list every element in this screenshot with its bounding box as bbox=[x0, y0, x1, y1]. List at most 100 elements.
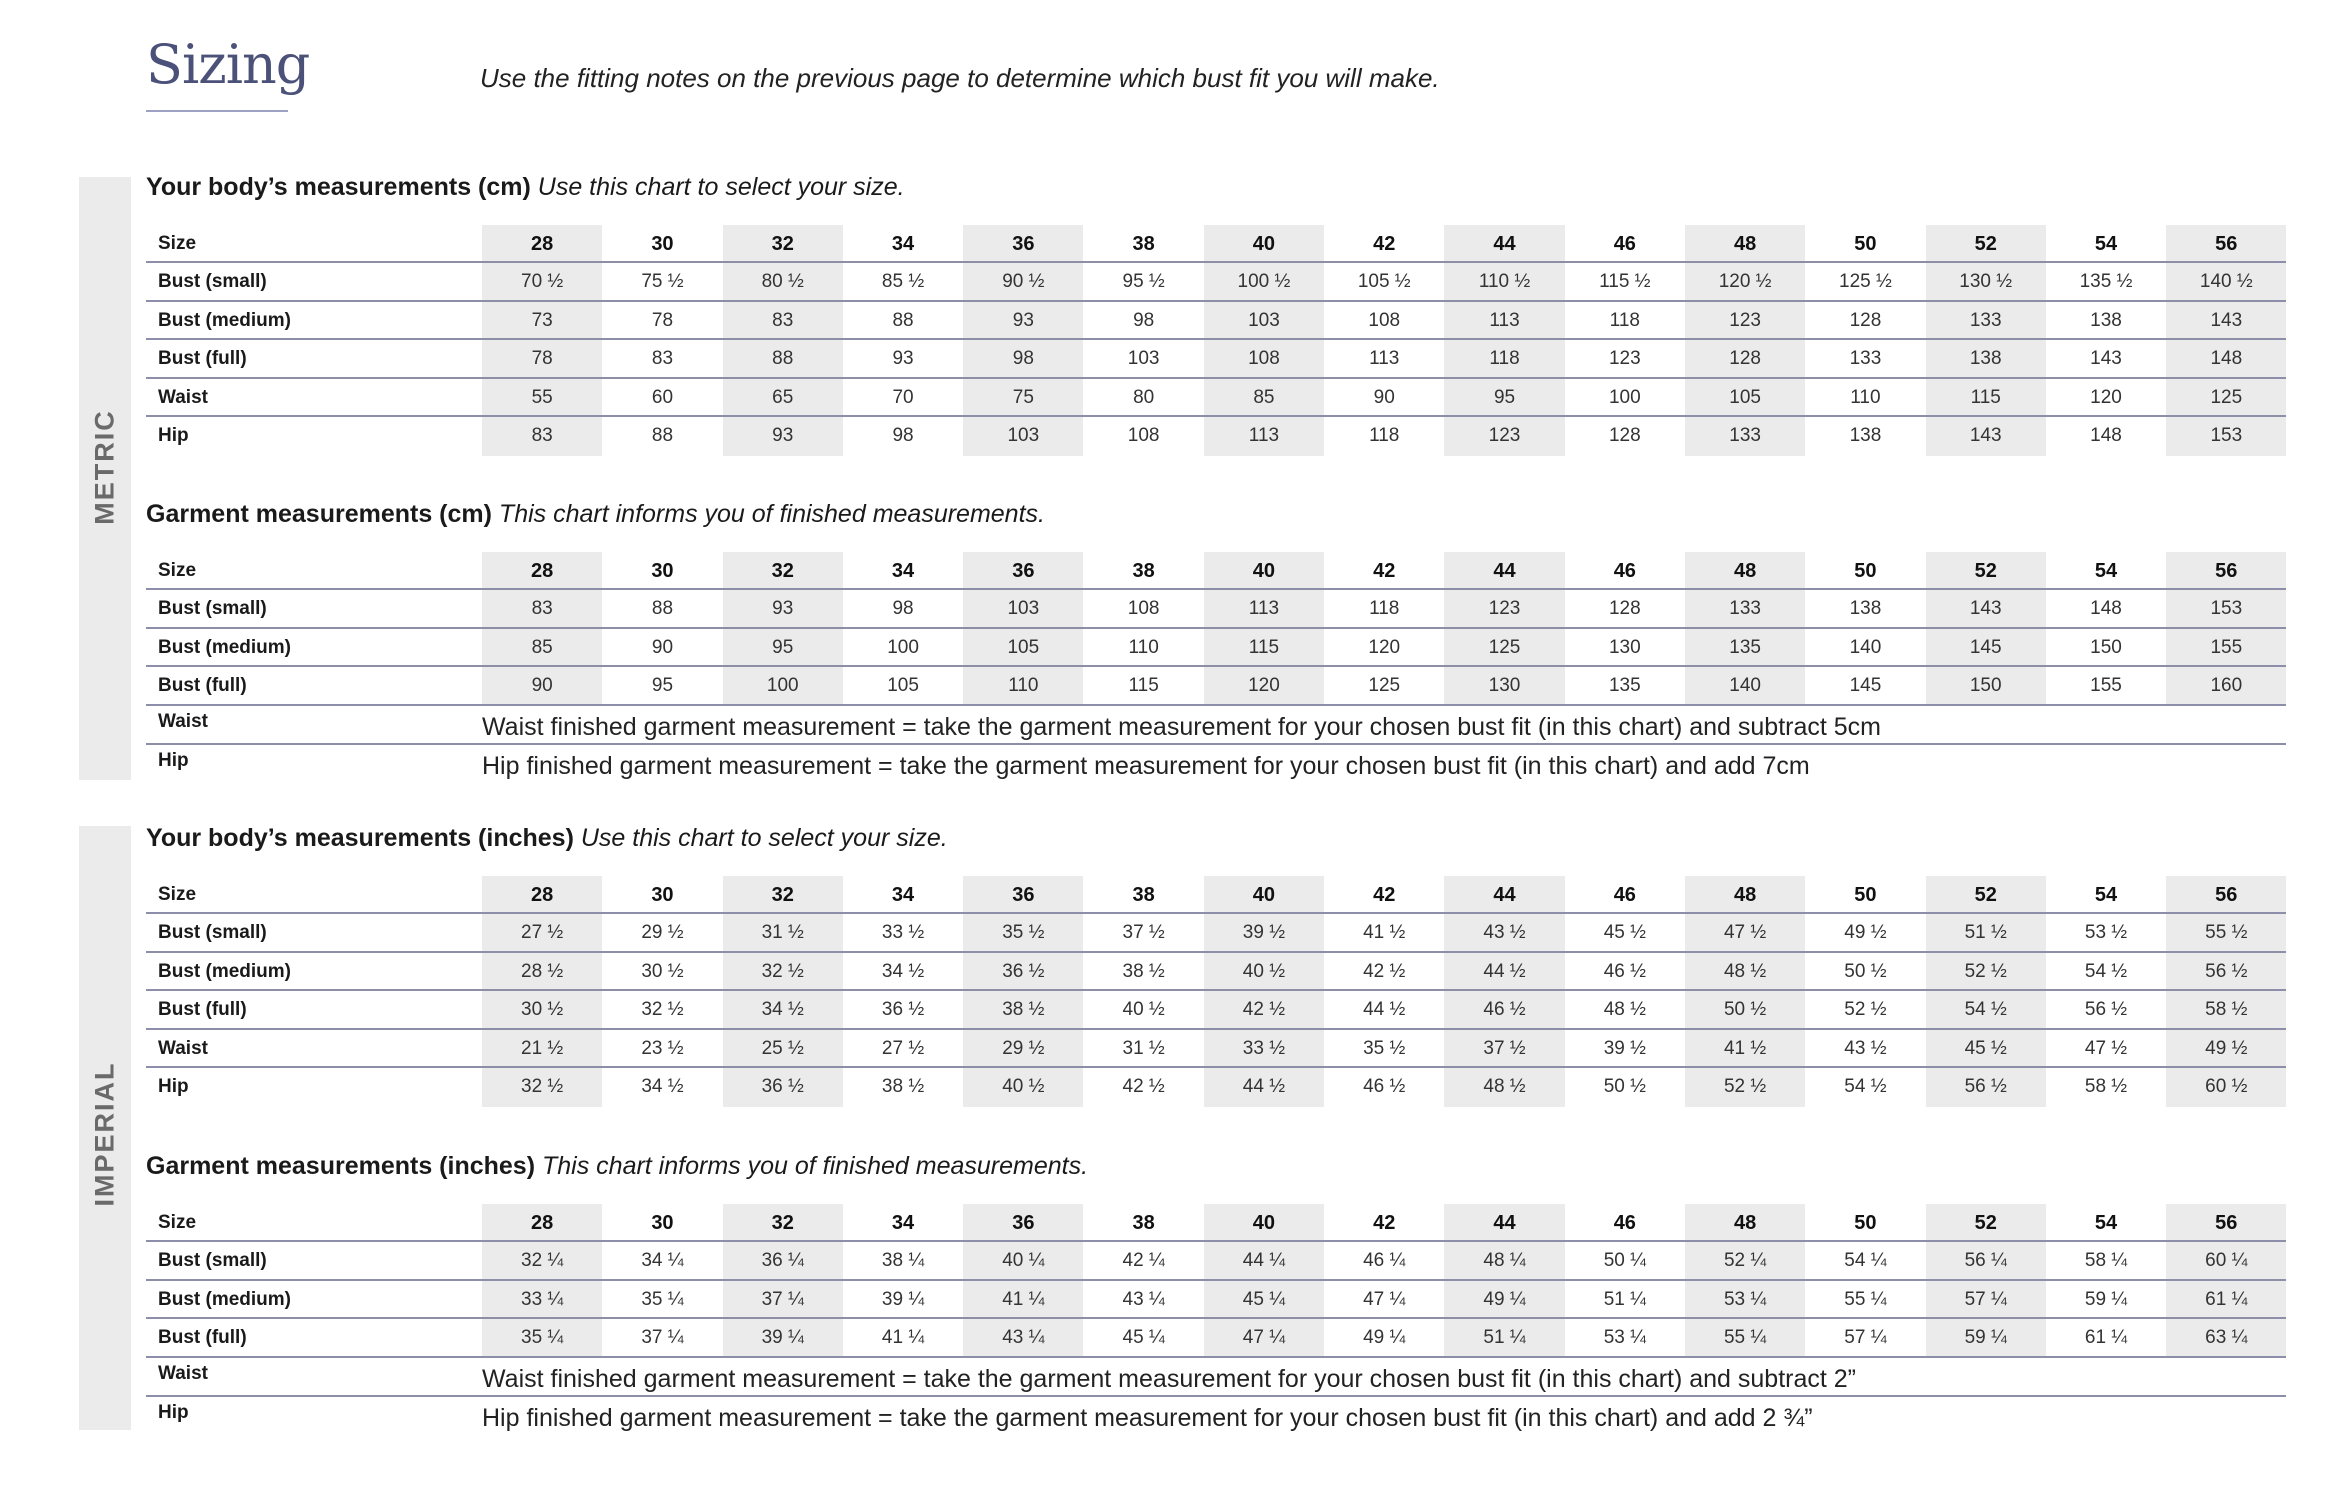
page-title: Sizing bbox=[146, 33, 310, 96]
size-header: 54 bbox=[2094, 233, 2118, 255]
size-header: 46 bbox=[1613, 1212, 1636, 1234]
table-cell: 38 ¼ bbox=[881, 1250, 925, 1271]
table-cell: 46 ¼ bbox=[1363, 1250, 1406, 1271]
size-header: 40 bbox=[1203, 225, 1325, 261]
metric-band bbox=[79, 177, 131, 780]
size-header: 32 bbox=[722, 876, 843, 912]
table-cell: 27 ½ bbox=[482, 914, 603, 951]
table-cell: 130 bbox=[1444, 667, 1565, 704]
table-cell: 49 ¼ bbox=[1363, 1327, 1406, 1348]
table-cell: 49 ½ bbox=[2166, 1029, 2287, 1066]
table-cell: 36 ¼ bbox=[722, 1242, 843, 1279]
table-cell: 115 bbox=[1925, 378, 2046, 415]
table-cell: 54 ½ bbox=[1925, 991, 2046, 1028]
table-cell: 55 ¼ bbox=[1684, 1319, 1806, 1356]
table-cell: 34 ¼ bbox=[641, 1250, 684, 1271]
table-cell: 88 bbox=[892, 309, 914, 331]
size-header: 38 bbox=[1132, 560, 1155, 582]
table-cell: 59 ¼ bbox=[2084, 1288, 2128, 1310]
section-title-bold: Garment measurements (cm) bbox=[146, 500, 492, 528]
size-header: 34 bbox=[891, 233, 915, 255]
size-table: Size 28 30 32 34 36 38 40 42 44 46 48 50 52 54 56 Bust (… bbox=[146, 552, 2287, 784]
table-cell: 103 bbox=[1127, 348, 1160, 369]
table-cell: 55 bbox=[482, 378, 603, 415]
size-header: 30 bbox=[651, 233, 674, 255]
table-cell: 113 bbox=[1203, 417, 1325, 456]
table-cell: 125 ½ bbox=[1839, 271, 1892, 292]
section-body-cm: Your body’s measurements (cm) Use this c… bbox=[146, 169, 2287, 456]
size-header: 36 bbox=[963, 1204, 1084, 1240]
table-cell: 123 bbox=[1684, 301, 1806, 338]
table-cell: 52 ½ bbox=[1844, 999, 1887, 1020]
table-cell: 110 ½ bbox=[1444, 263, 1565, 300]
size-table: Size 28 30 32 34 36 38 40 42 44 46 48 50 52 54 56 Bust (… bbox=[146, 1204, 2287, 1436]
table-cell: 93 bbox=[722, 417, 843, 456]
table-cell: 143 bbox=[1925, 417, 2046, 456]
table-cell: 115 ½ bbox=[1599, 271, 1651, 292]
section-title-italic: This chart informs you of finished measu… bbox=[498, 500, 1045, 528]
size-header: 38 bbox=[1132, 884, 1155, 906]
size-header: 32 bbox=[722, 552, 843, 588]
section-body-inches: Your body’s measurements (inches) Use th… bbox=[146, 820, 2287, 1107]
table-cell: 46 ½ bbox=[1603, 960, 1646, 982]
table-cell: 88 bbox=[651, 425, 674, 446]
size-header: 28 bbox=[482, 552, 603, 588]
note-text: Waist finished garment measurement = tak… bbox=[482, 1364, 1857, 1393]
table-cell: 108 bbox=[1203, 340, 1325, 377]
table-cell: 138 bbox=[1925, 340, 2046, 377]
table-cell: 47 ½ bbox=[2084, 1037, 2128, 1059]
title-underline bbox=[146, 110, 288, 112]
table-cell: 150 bbox=[1925, 667, 2046, 704]
size-header: 44 bbox=[1444, 225, 1565, 261]
table-cell: 160 bbox=[2166, 667, 2287, 704]
size-header: 40 bbox=[1203, 1204, 1325, 1240]
table-cell: 34 ½ bbox=[641, 1076, 684, 1097]
table-cell: 50 ½ bbox=[1603, 1076, 1646, 1097]
table-header-row: Size 28 30 32 34 36 38 40 42 44 46 48 50 52 54 56 bbox=[146, 552, 2287, 590]
table-cell: 75 bbox=[963, 378, 1084, 415]
row-label: Waist bbox=[158, 1362, 208, 1384]
table-cell: 40 ½ bbox=[1122, 999, 1165, 1020]
table-cell: 123 bbox=[1444, 417, 1565, 456]
table-cell: 39 ½ bbox=[1203, 914, 1325, 951]
size-header: 54 bbox=[2094, 884, 2118, 906]
size-table: Size 28 30 32 34 36 38 40 42 44 46 48 50 52 54 56 Bust (… bbox=[146, 225, 2287, 456]
table-cell: 90 bbox=[651, 636, 674, 658]
size-header: 50 bbox=[1854, 560, 1877, 582]
table-cell: 33 ½ bbox=[881, 922, 925, 943]
section-title: Your body’s measurements (inches) Use th… bbox=[146, 820, 2286, 856]
table-cell: 118 bbox=[1369, 598, 1400, 619]
table-cell: 98 bbox=[892, 425, 914, 446]
table-cell: 48 ½ bbox=[1603, 999, 1646, 1020]
table-cell: 47 ¼ bbox=[1363, 1288, 1406, 1310]
table-cell: 61 ¼ bbox=[2084, 1327, 2128, 1348]
table-cell: 98 bbox=[1133, 309, 1155, 331]
table-cell: 41 ½ bbox=[1363, 922, 1406, 943]
size-header: 52 bbox=[1925, 225, 2046, 261]
header-label: Size bbox=[158, 233, 197, 254]
table-cell: 123 bbox=[1608, 348, 1641, 369]
row-label: Bust (full) bbox=[158, 999, 247, 1020]
table-cell: 32 ¼ bbox=[482, 1242, 603, 1279]
table-cell: 44 ½ bbox=[1203, 1068, 1325, 1107]
table-cell: 140 bbox=[1849, 636, 1882, 658]
size-header: 52 bbox=[1925, 552, 2046, 588]
table-cell: 37 ¼ bbox=[641, 1327, 684, 1348]
table-cell: 95 bbox=[722, 628, 843, 665]
table-cell: 44 ½ bbox=[1363, 999, 1406, 1020]
section-garment-inches: Garment measurements (inches) This chart… bbox=[146, 1148, 2287, 1436]
table-cell: 75 ½ bbox=[641, 271, 684, 292]
table-cell: 108 bbox=[1127, 425, 1160, 446]
table-cell: 36 ½ bbox=[963, 952, 1084, 989]
table-cell: 44 ¼ bbox=[1203, 1242, 1325, 1279]
table-cell: 49 ½ bbox=[1844, 922, 1887, 943]
table-cell: 41 ¼ bbox=[881, 1327, 925, 1348]
table-row: Bust (medium) 33 ¼ 35 ¼ 37 ¼ 39 ¼ 41 ¼ 43 ¼ 45 … bbox=[146, 1280, 2287, 1319]
table-cell: 100 ½ bbox=[1203, 263, 1325, 300]
table-cell: 80 bbox=[1133, 386, 1155, 408]
table-cell: 29 ½ bbox=[641, 922, 684, 943]
table-cell: 41 ¼ bbox=[963, 1280, 1084, 1317]
table-cell: 108 bbox=[1127, 598, 1160, 619]
table-cell: 29 ½ bbox=[963, 1029, 1084, 1066]
table-cell: 108 bbox=[1368, 309, 1401, 331]
